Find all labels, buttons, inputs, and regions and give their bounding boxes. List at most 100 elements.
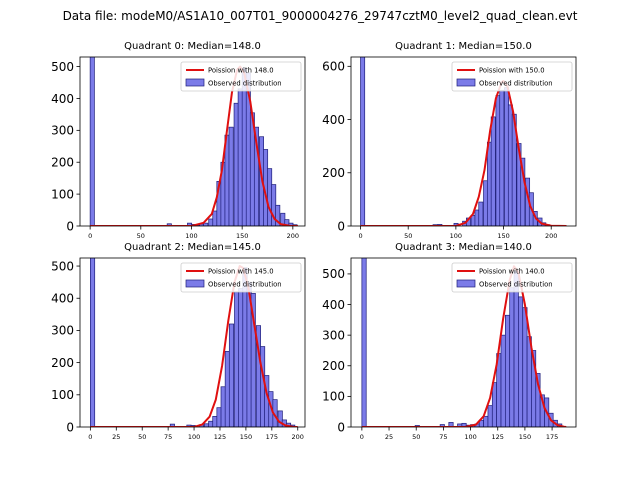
legend-box xyxy=(451,61,573,92)
quadrant-1-panel: Quadrant 1: Median=150.0 0 200 400 600 0 50 100… xyxy=(322,41,577,240)
histogram-bar xyxy=(360,57,366,226)
y-tick-label: 300 xyxy=(51,324,74,338)
y-tick-label: 0 xyxy=(66,420,74,434)
histogram-bar xyxy=(204,423,210,427)
legend-label-fit: Poission with 140.0 xyxy=(479,268,545,276)
legend-bar-swatch xyxy=(185,279,205,288)
x-tick-label: 150 xyxy=(240,433,252,441)
histogram-bar xyxy=(267,168,273,226)
histogram-bar xyxy=(504,314,511,427)
y-tick-label: 400 xyxy=(322,298,345,312)
histogram-bar xyxy=(220,386,226,427)
histogram-bar xyxy=(208,420,214,427)
y-tick-label: 0 xyxy=(337,420,345,434)
x-tick-label: 0 xyxy=(88,433,92,441)
histogram-bar xyxy=(478,201,484,226)
histogram-bars xyxy=(360,57,564,226)
quadrant-3-panel: Quadrant 3: Median=140.00100200300400500… xyxy=(322,242,577,441)
x-tick-label: 200 xyxy=(287,232,299,240)
legend-label-observed: Observed distribution xyxy=(208,281,282,289)
histogram-bar xyxy=(216,407,222,427)
x-tick-label: 50 xyxy=(412,433,420,441)
x-tick-label: 0 xyxy=(358,232,362,240)
x-tick-label: 150 xyxy=(497,232,509,240)
figure-title: Data file: modeM0/AS1A10_007T01_90000042… xyxy=(63,9,578,23)
histogram-bar xyxy=(491,382,498,427)
histogram-bar xyxy=(500,334,506,427)
panel-title: Quadrant 0: Median=148.0 xyxy=(124,41,261,52)
histogram-bar xyxy=(228,126,234,226)
y-tick-label: 200 xyxy=(51,356,74,370)
x-tick-label: 100 xyxy=(464,433,476,441)
y-tick-label: 200 xyxy=(322,166,345,180)
legend-box xyxy=(180,262,302,293)
legend-label-fit: Poission with 145.0 xyxy=(208,268,274,276)
x-tick-label: 50 xyxy=(138,433,146,441)
y-tick-label: 100 xyxy=(322,390,345,404)
legend-box xyxy=(451,262,573,293)
y-tick-label: 200 xyxy=(322,359,345,373)
legend: Poission with 140.0 Observed distribution xyxy=(451,262,573,293)
quadrant-2-panel: Quadrant 2: Median=145.00100200300400500… xyxy=(51,242,306,441)
y-tick-label: 300 xyxy=(322,328,345,342)
panel-title: Quadrant 3: Median=140.0 xyxy=(395,242,532,253)
histogram-bar xyxy=(208,218,214,226)
histogram-bar xyxy=(237,88,243,226)
y-tick-label: 400 xyxy=(51,92,74,106)
y-tick-label: 600 xyxy=(322,60,345,74)
y-tick-label: 400 xyxy=(51,292,74,306)
histogram-bar xyxy=(520,157,526,226)
axes-frame xyxy=(350,257,577,428)
x-tick-label: 75 xyxy=(439,433,447,441)
histogram-bar xyxy=(233,102,239,226)
histogram-bar xyxy=(260,346,266,427)
legend-bar-swatch xyxy=(456,279,476,288)
histogram-bar xyxy=(277,410,283,427)
histogram-bar xyxy=(203,222,209,226)
histogram-bar xyxy=(241,67,247,226)
legend-label-fit: Poission with 148.0 xyxy=(208,67,274,75)
x-tick-label: 100 xyxy=(188,433,200,441)
y-tick-label: 300 xyxy=(51,124,74,138)
legend-bar-swatch xyxy=(185,78,205,87)
x-tick-label: 50 xyxy=(404,232,412,240)
histogram-bar xyxy=(234,291,240,427)
histogram-bar xyxy=(253,126,259,226)
y-tick-label: 500 xyxy=(51,259,74,273)
x-tick-label: 200 xyxy=(545,232,557,240)
quadrant-panels: Quadrant 0: Median=148.00100200300400500… xyxy=(51,41,577,441)
histogram-bar xyxy=(509,287,515,427)
histogram-bar xyxy=(166,223,172,226)
x-tick-label: 0 xyxy=(360,433,364,441)
histogram-bar xyxy=(522,307,528,427)
histogram-bar xyxy=(275,204,281,226)
legend: Poission with 145.0 Observed distribution xyxy=(180,262,302,293)
x-tick-label: 175 xyxy=(546,433,558,441)
y-tick-label: 0 xyxy=(337,219,345,233)
histogram-bar xyxy=(518,296,524,427)
legend-bar-swatch xyxy=(456,78,476,87)
axes-frame xyxy=(350,56,577,227)
panel-title: Quadrant 2: Median=145.0 xyxy=(124,242,261,253)
y-tick-label: 100 xyxy=(51,388,74,402)
histogram-bar xyxy=(228,323,235,427)
x-tick-label: 175 xyxy=(266,433,278,441)
histogram-bar xyxy=(448,422,454,427)
histogram-bar xyxy=(490,116,496,226)
axes-frame xyxy=(79,257,306,428)
legend: Poission with 150.0 Observed distribution xyxy=(451,61,573,92)
x-tick-label: 50 xyxy=(137,232,145,240)
histogram-bar xyxy=(90,258,96,427)
y-tick-label: 500 xyxy=(322,267,345,281)
histogram-bars xyxy=(90,258,296,427)
histogram-bar xyxy=(212,210,218,226)
histogram-bar xyxy=(487,405,493,427)
quadrant-0-panel: Quadrant 0: Median=148.00100200300400500… xyxy=(51,41,306,240)
x-tick-label: 125 xyxy=(214,433,226,441)
histogram-bar xyxy=(361,258,367,427)
histogram-bar xyxy=(526,336,532,427)
histogram-bar xyxy=(212,416,218,427)
x-tick-label: 0 xyxy=(88,232,92,240)
histogram-bar xyxy=(224,351,230,427)
panel-title: Quadrant 1: Median=150.0 xyxy=(395,41,532,52)
